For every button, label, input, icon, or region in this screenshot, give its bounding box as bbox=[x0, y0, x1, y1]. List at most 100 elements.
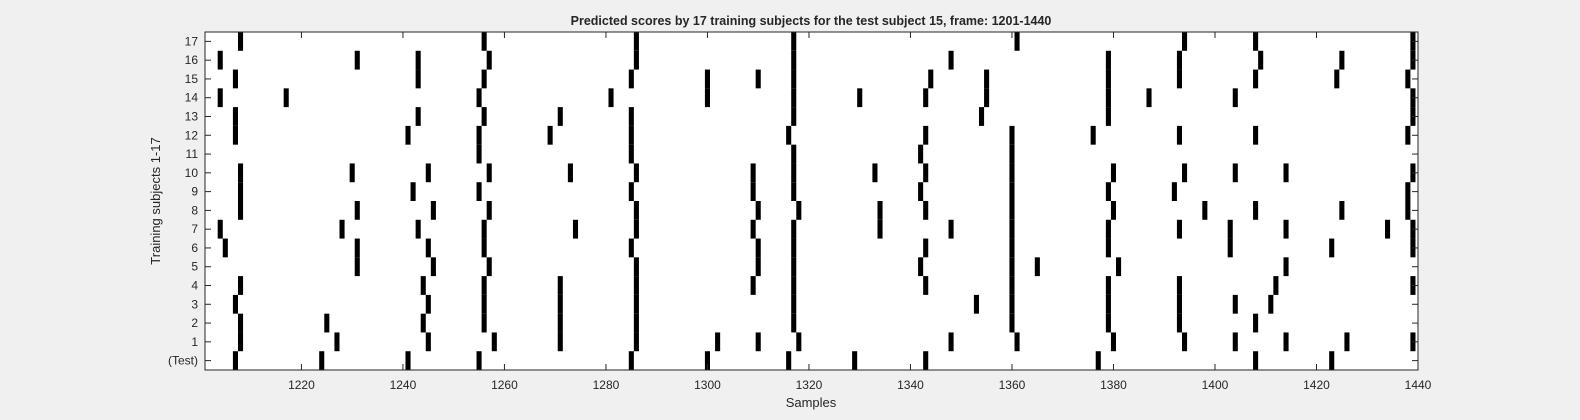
event-mark bbox=[628, 144, 634, 164]
event-mark bbox=[628, 125, 634, 145]
event-mark bbox=[1182, 163, 1188, 183]
event-mark bbox=[923, 88, 929, 108]
event-mark bbox=[1095, 351, 1101, 370]
x-tick-label: 1420 bbox=[1303, 378, 1330, 392]
event-mark bbox=[791, 88, 797, 108]
event-mark bbox=[237, 182, 244, 201]
event-mark bbox=[1110, 163, 1117, 183]
event-mark bbox=[476, 125, 482, 145]
event-mark bbox=[1182, 332, 1188, 352]
event-mark bbox=[633, 332, 639, 352]
event-mark bbox=[1146, 88, 1152, 108]
x-tick-label: 1380 bbox=[1100, 378, 1127, 392]
event-mark bbox=[476, 88, 482, 108]
event-mark bbox=[750, 219, 756, 239]
event-mark bbox=[923, 125, 929, 145]
event-mark bbox=[1176, 276, 1182, 295]
y-tick-label: 14 bbox=[185, 91, 199, 105]
event-mark bbox=[791, 69, 797, 89]
event-mark bbox=[232, 351, 238, 370]
event-mark bbox=[715, 332, 721, 352]
event-mark bbox=[237, 163, 244, 183]
event-mark bbox=[978, 107, 985, 126]
event-mark bbox=[633, 201, 639, 220]
event-mark bbox=[1232, 163, 1238, 183]
event-mark bbox=[1253, 313, 1259, 333]
x-tick-label: 1400 bbox=[1202, 378, 1229, 392]
event-mark bbox=[486, 201, 492, 220]
event-mark bbox=[405, 351, 411, 370]
x-tick-label: 1220 bbox=[288, 378, 315, 392]
event-mark bbox=[948, 219, 954, 239]
event-mark bbox=[481, 313, 487, 333]
event-mark bbox=[222, 238, 228, 258]
event-mark bbox=[1405, 125, 1411, 145]
x-tick-label: 1300 bbox=[694, 378, 721, 392]
event-mark bbox=[1009, 201, 1015, 220]
event-mark bbox=[923, 201, 929, 220]
event-mark bbox=[1105, 50, 1111, 70]
event-mark bbox=[1258, 50, 1264, 70]
event-mark bbox=[237, 32, 244, 51]
event-mark bbox=[1232, 88, 1238, 108]
event-mark bbox=[1110, 201, 1117, 220]
axes-box bbox=[204, 31, 1419, 371]
event-mark bbox=[786, 125, 792, 145]
event-mark bbox=[1176, 50, 1182, 70]
event-mark bbox=[237, 276, 244, 295]
event-mark bbox=[1009, 144, 1015, 164]
event-mark bbox=[481, 238, 487, 258]
event-mark bbox=[1283, 332, 1289, 352]
event-mark bbox=[481, 69, 487, 89]
event-mark bbox=[232, 294, 238, 314]
event-mark bbox=[1105, 69, 1111, 89]
event-mark bbox=[786, 351, 792, 370]
event-mark bbox=[1009, 276, 1015, 295]
event-mark bbox=[791, 163, 797, 183]
event-mark bbox=[1339, 201, 1345, 220]
y-tick-label: 11 bbox=[186, 147, 199, 161]
event-mark bbox=[354, 257, 360, 277]
event-mark bbox=[852, 351, 858, 370]
event-mark bbox=[1283, 257, 1289, 277]
event-mark bbox=[334, 332, 340, 352]
event-mark bbox=[1329, 351, 1335, 370]
event-mark bbox=[1253, 125, 1259, 145]
event-mark bbox=[283, 88, 289, 108]
event-mark bbox=[928, 69, 934, 89]
event-mark bbox=[923, 351, 929, 370]
event-mark bbox=[481, 107, 487, 126]
event-mark bbox=[1014, 332, 1020, 352]
event-mark bbox=[628, 69, 634, 89]
event-mark bbox=[628, 182, 634, 201]
event-mark bbox=[755, 201, 761, 220]
event-mark bbox=[704, 88, 710, 108]
event-mark bbox=[1009, 294, 1015, 314]
event-mark bbox=[872, 163, 878, 183]
event-mark bbox=[1014, 32, 1020, 51]
event-mark bbox=[557, 276, 563, 295]
event-mark bbox=[349, 163, 355, 183]
event-mark bbox=[633, 313, 639, 333]
event-mark bbox=[984, 88, 990, 108]
event-mark bbox=[1105, 219, 1111, 239]
event-mark bbox=[750, 163, 756, 183]
event-mark bbox=[1009, 313, 1015, 333]
event-mark bbox=[481, 219, 487, 239]
event-mark bbox=[1034, 257, 1040, 277]
event-mark bbox=[791, 32, 797, 51]
event-mark bbox=[415, 69, 421, 89]
event-mark bbox=[557, 332, 563, 352]
event-mark bbox=[1344, 332, 1350, 352]
y-tick-label: 1 bbox=[191, 335, 198, 349]
event-mark bbox=[1273, 276, 1279, 295]
x-tick-label: 1340 bbox=[897, 378, 924, 392]
event-mark bbox=[319, 351, 325, 370]
event-mark bbox=[486, 50, 492, 70]
event-mark bbox=[1329, 238, 1335, 258]
event-mark bbox=[217, 50, 223, 70]
event-mark bbox=[232, 69, 238, 89]
event-mark bbox=[476, 351, 482, 370]
event-mark bbox=[755, 238, 761, 258]
event-mark bbox=[476, 182, 482, 201]
